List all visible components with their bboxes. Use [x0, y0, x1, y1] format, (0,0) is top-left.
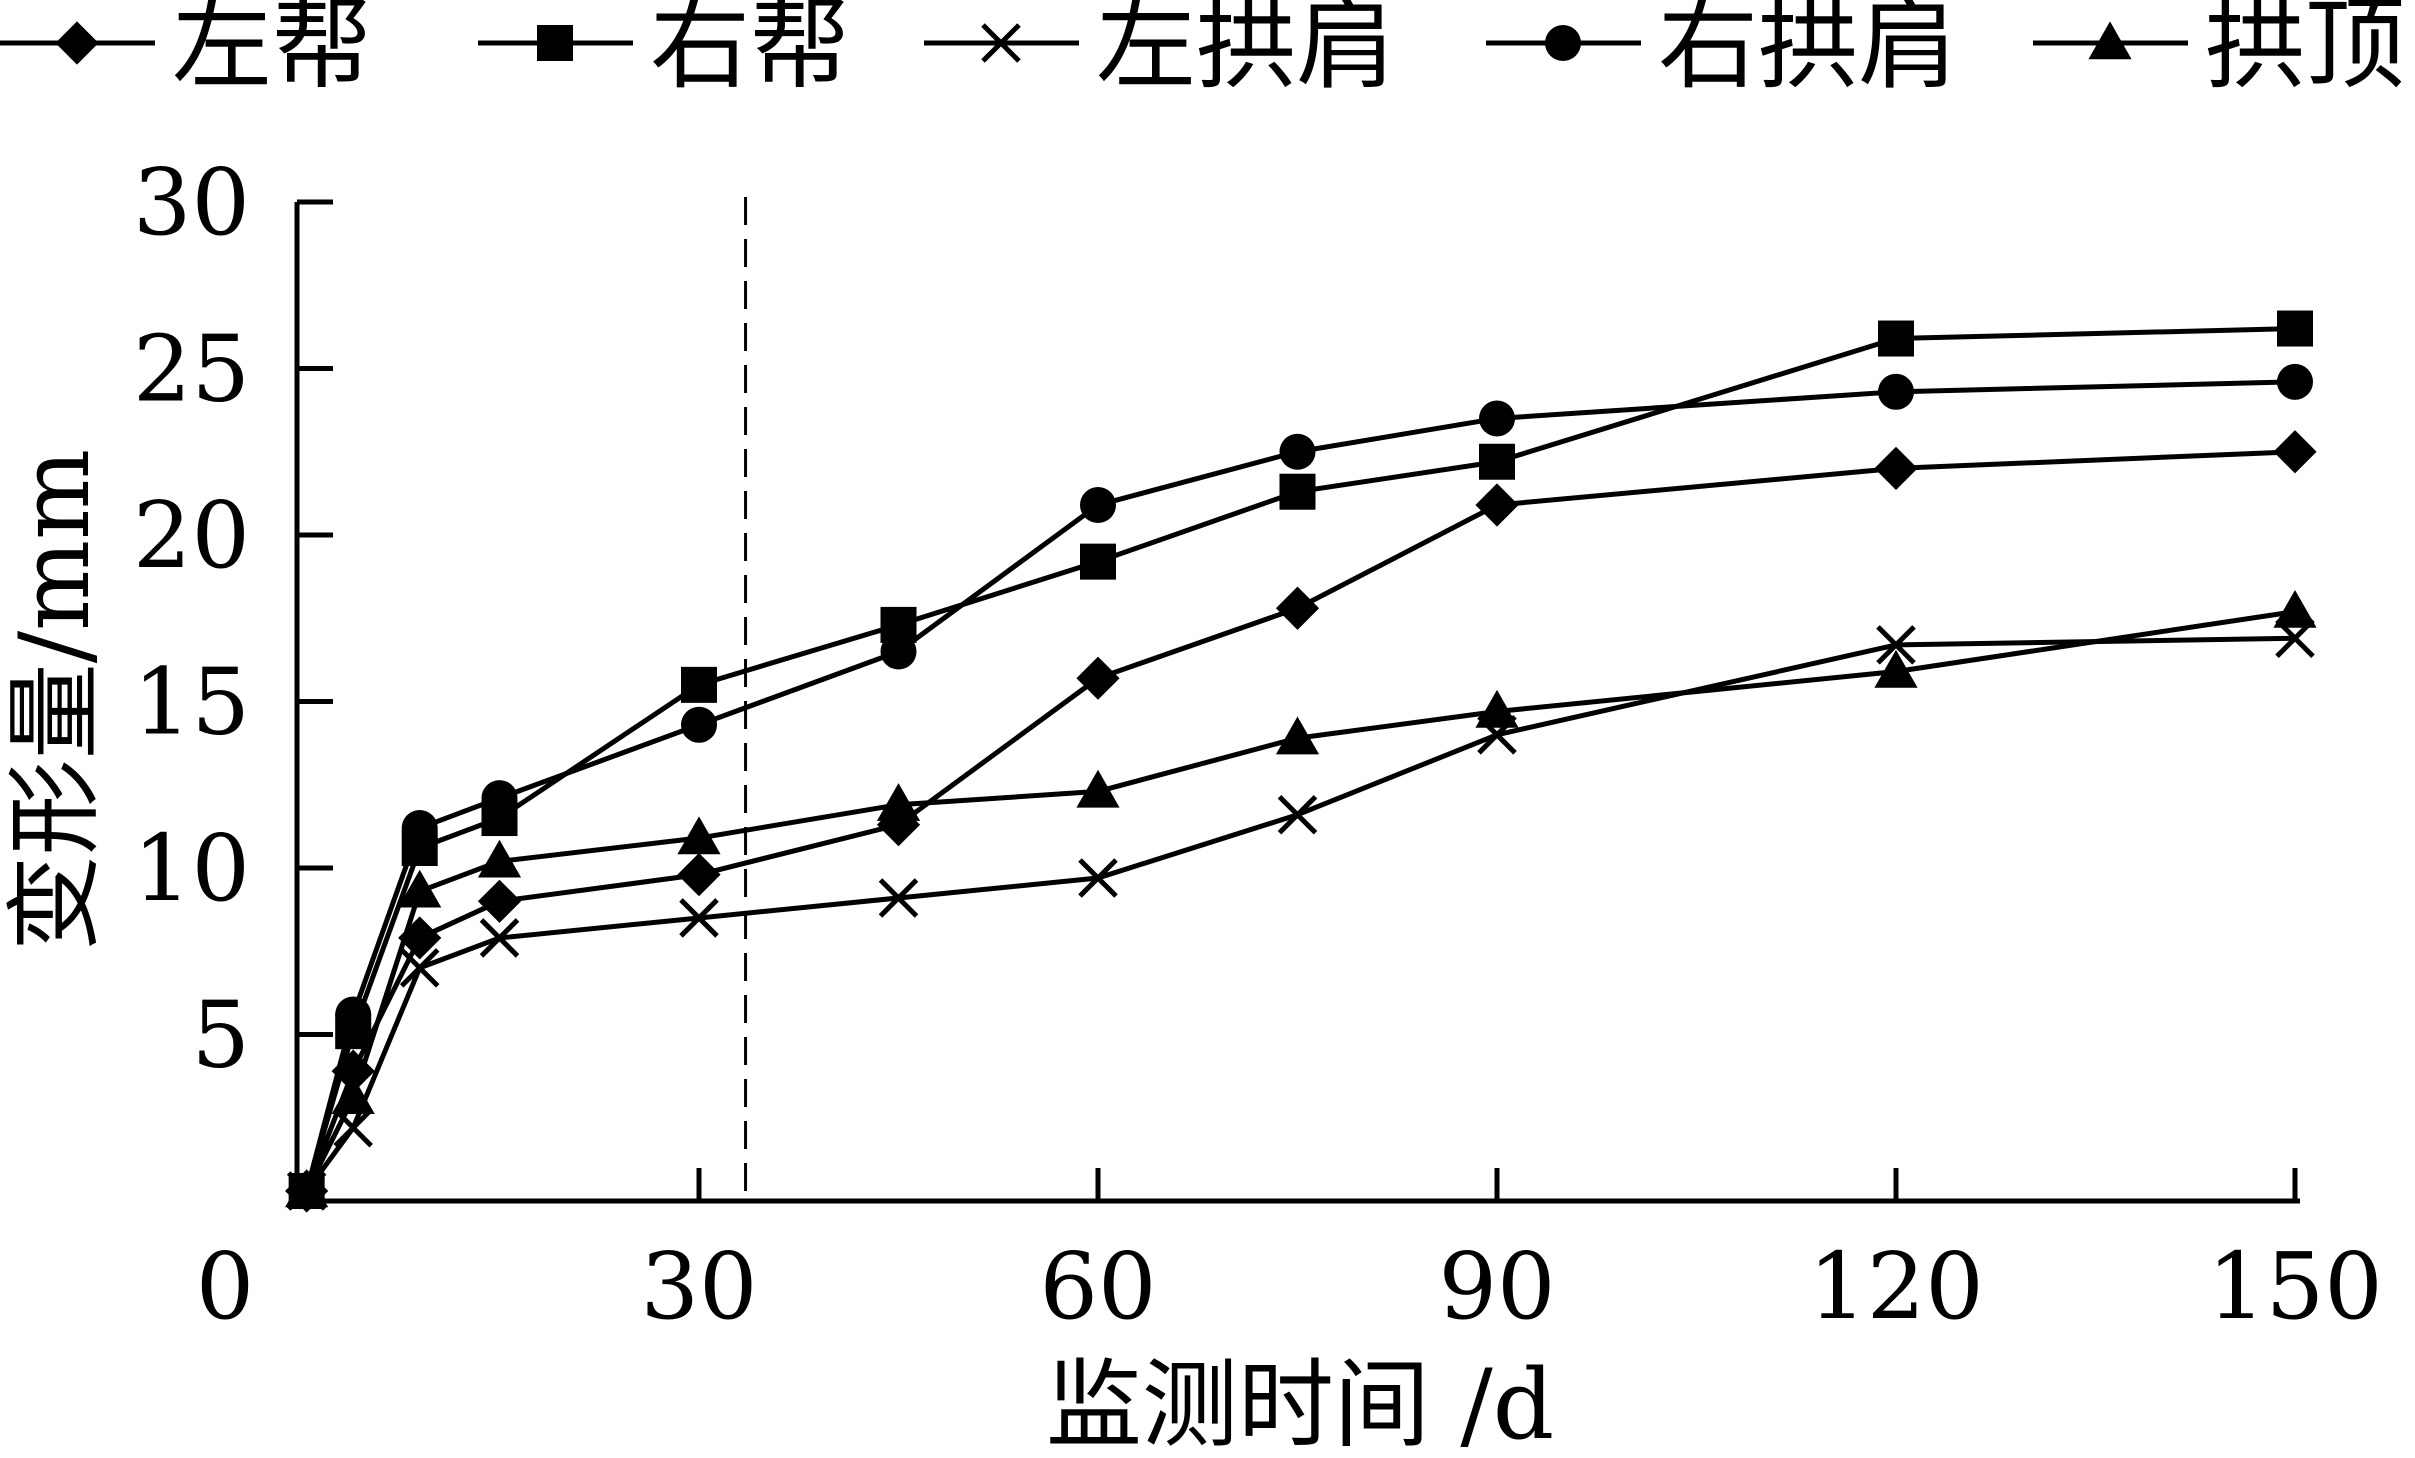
legend-marker [55, 21, 99, 65]
legend-marker [537, 25, 573, 61]
data-point [677, 816, 721, 855]
legend-label: 右帮 [650, 0, 850, 103]
series-group [285, 310, 2317, 1213]
data-point [401, 810, 438, 847]
legend: 左帮 右帮 左拱肩 右拱肩 拱顶 [0, 0, 2405, 103]
series-line [304, 635, 2296, 1193]
x-tick-label: 0 [196, 1233, 255, 1340]
data-point [1475, 689, 1519, 728]
data-point [876, 783, 921, 821]
x-tick-label: 120 [1808, 1233, 1984, 1340]
y-axis-label: 变形量/mm [0, 449, 111, 951]
data-point [1279, 433, 1316, 470]
data-point [477, 879, 522, 923]
data-point [2273, 589, 2317, 628]
data-point [481, 780, 518, 817]
data-point [2277, 310, 2313, 347]
data-point [1874, 446, 1918, 490]
data-point [1076, 769, 1120, 808]
data-point [2277, 363, 2313, 400]
data-point [398, 916, 442, 960]
axes: 5 10 15 20 25 30 0 30 60 90 120 150 [133, 149, 2383, 1340]
data-point [2273, 430, 2317, 474]
y-tick-label: 20 [133, 482, 250, 589]
data-point [1275, 716, 1320, 755]
x-tick-label: 60 [1039, 1233, 1156, 1340]
data-point [677, 853, 721, 897]
data-point [1078, 858, 1118, 898]
data-point [1076, 656, 1120, 700]
legend-marker [1545, 25, 1581, 61]
data-point [477, 839, 522, 878]
data-point [1479, 400, 1515, 437]
data-point [1279, 473, 1316, 510]
legend-label: 左拱肩 [1096, 0, 1396, 103]
legend-label: 左帮 [172, 0, 372, 103]
series-circle [288, 363, 2313, 1210]
data-point [1874, 649, 1918, 688]
x-tick-label: 90 [1438, 1233, 1555, 1340]
x-axis-label: 监测时间 /d [1046, 1349, 1554, 1458]
legend-marker [981, 23, 1021, 63]
data-point [331, 1076, 375, 1114]
data-point [1878, 373, 1914, 410]
legend-item: 左拱肩 [924, 0, 1396, 103]
data-point [876, 803, 921, 847]
data-point [398, 869, 442, 908]
data-point [1080, 487, 1116, 524]
data-point [333, 1107, 373, 1148]
data-point [681, 666, 717, 703]
y-tick-label: 5 [191, 982, 250, 1089]
data-point [681, 706, 717, 743]
series-square [288, 310, 2313, 1210]
y-tick-label: 25 [133, 316, 250, 423]
data-point [479, 918, 520, 958]
x-tick-label: 150 [2207, 1233, 2383, 1340]
data-point [1876, 625, 1916, 665]
legend-item: 拱顶 [2033, 0, 2405, 103]
data-point [1479, 443, 1515, 480]
data-point [679, 898, 719, 938]
data-point [1277, 794, 1318, 835]
series-line [304, 609, 2296, 1193]
legend-item: 左帮 [0, 0, 372, 103]
y-tick-label: 10 [133, 815, 250, 922]
data-point [880, 633, 917, 670]
data-point [878, 878, 919, 918]
data-point [285, 1169, 329, 1208]
x-tick-label: 30 [640, 1233, 757, 1340]
legend-item: 右拱肩 [1486, 0, 1958, 103]
series-triangle [285, 589, 2317, 1208]
data-point [1275, 586, 1320, 630]
legend-item: 右帮 [478, 0, 850, 103]
data-point [1878, 320, 1914, 357]
legend-marker [2088, 21, 2132, 60]
data-point [1080, 543, 1116, 580]
data-point [1475, 483, 1519, 527]
legend-label: 拱顶 [2205, 0, 2405, 103]
data-point [399, 948, 440, 988]
y-tick-label: 30 [133, 149, 250, 256]
series-x [286, 618, 2315, 1211]
data-point [335, 996, 372, 1033]
y-tick-label: 15 [133, 649, 250, 756]
legend-label: 右拱肩 [1658, 0, 1958, 103]
